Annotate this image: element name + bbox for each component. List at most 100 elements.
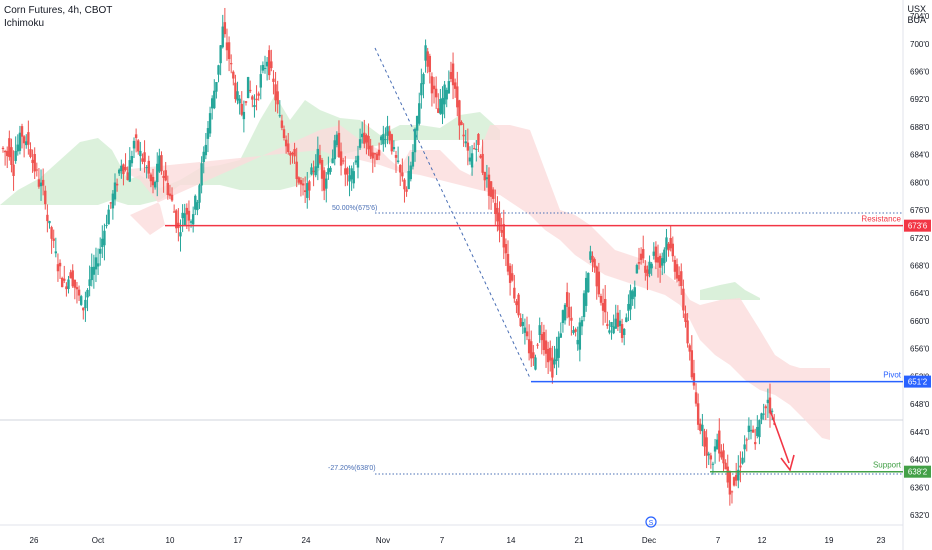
- y-tick-label: 636'0: [910, 483, 930, 492]
- candle-body: [367, 136, 370, 150]
- candle-body: [603, 298, 607, 313]
- candle-body: [749, 429, 753, 432]
- candle-body: [356, 155, 360, 168]
- candle-body: [760, 413, 763, 420]
- candle-body: [118, 169, 121, 174]
- cloud-green-1: [0, 95, 500, 205]
- candle-body: [25, 141, 28, 146]
- candle-body: [10, 147, 13, 165]
- candle-body: [403, 179, 406, 190]
- y-tick-label: 704'0: [910, 12, 930, 21]
- candle-body: [597, 271, 601, 295]
- candle-body: [206, 128, 210, 139]
- candle-body: [644, 265, 647, 273]
- candle-body: [762, 413, 765, 415]
- candle-body: [692, 373, 696, 386]
- candle-body: [625, 317, 628, 323]
- candle-body: [449, 71, 453, 80]
- candle-body: [595, 266, 598, 287]
- candle-body: [633, 287, 636, 297]
- candle-body: [713, 446, 717, 452]
- candle-body: [318, 155, 322, 164]
- candle-body: [540, 334, 544, 341]
- candle-body: [236, 91, 239, 101]
- y-tick-label: 664'0: [910, 289, 930, 298]
- candle-body: [284, 139, 288, 147]
- candle-body: [303, 190, 307, 193]
- candle-body: [210, 98, 214, 109]
- candle-body: [69, 272, 72, 279]
- candle-body: [658, 255, 662, 268]
- candle-body: [227, 42, 231, 60]
- candle-body: [443, 84, 446, 105]
- candle-body: [172, 211, 176, 213]
- candle-body: [646, 269, 649, 277]
- candle-body: [768, 397, 772, 414]
- candle-body: [219, 45, 222, 64]
- candle-body: [680, 271, 683, 286]
- forecast-arrow-head: [780, 454, 795, 472]
- candle-body: [650, 263, 653, 269]
- candle-body: [137, 140, 140, 152]
- candle-body: [453, 82, 457, 89]
- candle-body: [369, 145, 372, 157]
- candle-body: [320, 160, 324, 179]
- candle-body: [420, 83, 423, 96]
- candle-body: [686, 320, 689, 344]
- candle-body: [299, 180, 303, 185]
- candle-body: [12, 164, 15, 176]
- level-name-pivot: Pivot: [883, 371, 902, 380]
- candle-body: [105, 225, 108, 227]
- candle-body: [145, 167, 148, 169]
- candle-body: [696, 403, 700, 425]
- candle-body: [263, 67, 267, 69]
- candle-body: [561, 310, 565, 323]
- candle-body: [120, 165, 123, 172]
- candle-body: [280, 120, 284, 128]
- y-tick-label: 680'0: [910, 178, 930, 187]
- candle-body: [724, 462, 727, 470]
- candle-body: [84, 299, 87, 309]
- candle-body: [405, 189, 408, 192]
- candle-body: [483, 171, 486, 181]
- candle-body: [31, 159, 34, 164]
- x-tick-label: Dec: [642, 536, 656, 545]
- y-tick-label: 644'0: [910, 428, 930, 437]
- candle-body: [504, 244, 508, 254]
- candle-body: [424, 45, 427, 61]
- candle-body: [485, 177, 489, 180]
- candle-body: [754, 442, 757, 445]
- candle-body: [523, 327, 527, 333]
- level-badge-text-pivot: 651'2: [908, 378, 928, 387]
- candle-body: [707, 453, 710, 456]
- candle-body: [54, 251, 58, 254]
- candle-body: [392, 146, 396, 150]
- candle-body: [6, 150, 9, 157]
- x-tick-label: Oct: [92, 536, 105, 545]
- x-tick-label: Nov: [376, 536, 390, 545]
- candle-body: [709, 455, 713, 460]
- candle-body: [164, 170, 167, 181]
- candle-body: [257, 93, 260, 96]
- y-tick-label: 640'0: [910, 456, 930, 465]
- candle-body: [726, 466, 729, 483]
- candle-body: [88, 279, 91, 286]
- candle-body: [502, 224, 505, 248]
- candle-body: [92, 266, 96, 275]
- candle-body: [346, 168, 349, 175]
- candle-body: [475, 148, 478, 150]
- candle-body: [246, 77, 250, 98]
- candle-body: [472, 148, 476, 150]
- candle-body: [272, 78, 275, 82]
- candle-body: [295, 161, 298, 180]
- candle-body: [411, 152, 415, 167]
- candle-body: [639, 253, 643, 260]
- candle-body: [718, 430, 721, 454]
- candle-body: [743, 444, 746, 450]
- candle-body: [58, 262, 62, 267]
- y-tick-label: 688'0: [910, 123, 930, 132]
- candle-body: [238, 98, 241, 104]
- candle-body: [187, 210, 191, 221]
